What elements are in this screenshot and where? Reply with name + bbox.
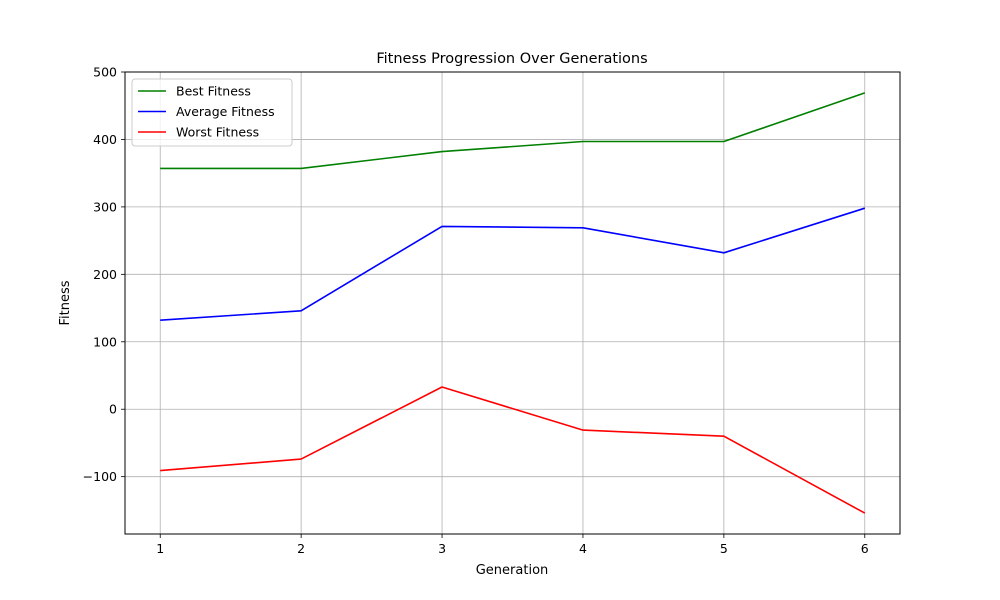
x-tick-label: 2 xyxy=(297,541,305,556)
y-tick-label: 100 xyxy=(93,334,117,349)
x-tick-label: 6 xyxy=(861,541,869,556)
y-tick-label: 500 xyxy=(93,65,117,80)
y-tick-label: 300 xyxy=(93,199,117,214)
series-lines xyxy=(160,92,866,514)
y-tick-label: 200 xyxy=(93,267,117,282)
y-tick-label: 400 xyxy=(93,132,117,147)
chart-title: Fitness Progression Over Generations xyxy=(376,51,647,67)
average-fitness-line xyxy=(160,207,866,321)
y-tick-label: −100 xyxy=(83,469,117,484)
legend: Best Fitness Average Fitness Worst Fitness xyxy=(131,78,293,147)
y-axis-ticks: −100 0 100 200 300 400 500 xyxy=(83,65,125,484)
plot-area-frame xyxy=(124,71,901,535)
x-axis-label: Generation xyxy=(476,563,549,578)
x-tick-label: 4 xyxy=(579,541,587,556)
grid xyxy=(125,71,900,534)
legend-box xyxy=(131,78,293,147)
x-tick-label: 3 xyxy=(438,541,446,556)
x-tick-label: 5 xyxy=(720,541,728,556)
y-tick-label: 0 xyxy=(109,402,117,417)
y-axis-label: Fitness xyxy=(58,280,73,325)
best-fitness-line xyxy=(160,92,866,170)
legend-label-worst-fitness: Worst Fitness xyxy=(176,125,259,140)
legend-label-average-fitness: Average Fitness xyxy=(176,104,275,119)
worst-fitness-line xyxy=(160,386,866,514)
x-axis-ticks: 1 2 3 4 5 6 xyxy=(156,534,869,556)
x-tick-label: 1 xyxy=(156,541,164,556)
legend-label-best-fitness: Best Fitness xyxy=(176,84,251,99)
